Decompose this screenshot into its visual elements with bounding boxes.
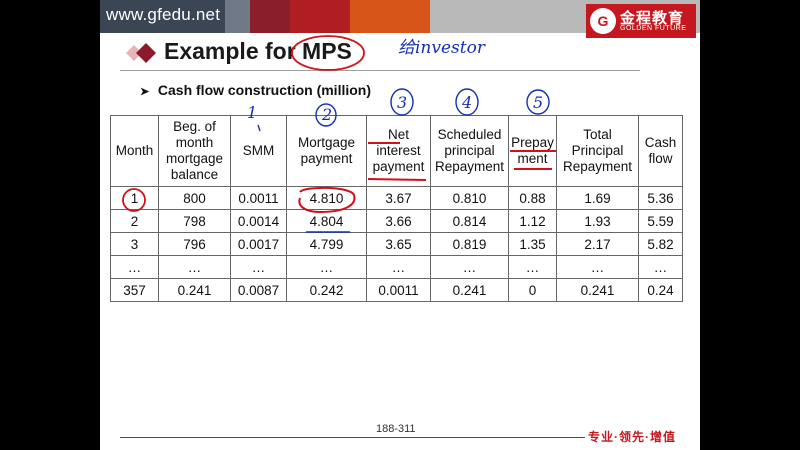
cell: 0.819 bbox=[430, 232, 509, 256]
cell: 0 bbox=[508, 278, 557, 302]
cell: 796 bbox=[158, 232, 231, 256]
subtitle: ➤ Cash flow construction (million) bbox=[140, 82, 371, 98]
cell: 0.0017 bbox=[230, 232, 287, 256]
ink-circle-3 bbox=[390, 88, 414, 116]
arrow-bullet-icon: ➤ bbox=[140, 86, 150, 98]
table-header-row: Month Beg. of month mortgage balance SMM… bbox=[110, 115, 683, 187]
cell: 0.242 bbox=[286, 278, 367, 302]
ink-circle-4 bbox=[455, 88, 479, 116]
ink-number-5: 5 bbox=[533, 93, 543, 112]
cell: … bbox=[508, 255, 557, 279]
cell: 1 bbox=[110, 186, 159, 210]
cell: 4.799 bbox=[286, 232, 367, 256]
cell: … bbox=[158, 255, 231, 279]
page-number: 188-311 bbox=[376, 423, 416, 435]
cell: 0.241 bbox=[556, 278, 639, 302]
cell: 0.810 bbox=[430, 186, 509, 210]
cell: 2 bbox=[110, 209, 159, 233]
col-month: Month bbox=[110, 115, 159, 187]
cell: 798 bbox=[158, 209, 231, 233]
cell: … bbox=[430, 255, 509, 279]
subtitle-text: Cash flow construction (million) bbox=[157, 82, 372, 98]
cell: 1.12 bbox=[508, 209, 557, 233]
cell: 5.36 bbox=[638, 186, 683, 210]
logo-chinese-name: 金程教育 bbox=[620, 10, 685, 27]
cell: … bbox=[230, 255, 287, 279]
title-underline bbox=[120, 70, 640, 71]
company-logo: G 金程教育 GOLDEN FUTURE bbox=[586, 4, 696, 38]
cell: 0.814 bbox=[430, 209, 509, 233]
cell: 800 bbox=[158, 186, 231, 210]
col-mortgage-payment: Mortgage payment bbox=[286, 115, 367, 187]
cell: 0.241 bbox=[430, 278, 509, 302]
cell: 0.241 bbox=[158, 278, 231, 302]
cell: 1.35 bbox=[508, 232, 557, 256]
cell: 3.67 bbox=[366, 186, 431, 210]
col-prepayment: Prepayment bbox=[508, 115, 557, 187]
cell: 0.24 bbox=[638, 278, 683, 302]
cell: 0.0011 bbox=[230, 186, 287, 210]
ink-number-4: 4 bbox=[461, 93, 472, 112]
col-total-principal: Total Principal Repayment bbox=[556, 115, 639, 187]
col-cash-flow: Cash flow bbox=[638, 115, 683, 187]
cell: 0.0087 bbox=[230, 278, 287, 302]
table-row: 1 800 0.0011 4.810 3.67 0.810 0.88 1.69 … bbox=[110, 186, 683, 210]
col-net-interest: Net interest payment bbox=[366, 115, 431, 187]
table-row: 2 798 0.0014 4.804 3.66 0.814 1.12 1.93 … bbox=[110, 209, 683, 233]
cell: … bbox=[110, 255, 159, 279]
cell: … bbox=[286, 255, 367, 279]
cell: 1.93 bbox=[556, 209, 639, 233]
cell: 3.65 bbox=[366, 232, 431, 256]
site-url: www.gfedu.net bbox=[106, 5, 221, 24]
table-row: 3 796 0.0017 4.799 3.65 0.819 1.35 2.17 … bbox=[110, 232, 683, 256]
title-diamond-icon bbox=[126, 43, 156, 63]
cash-flow-table: Month Beg. of month mortgage balance SMM… bbox=[110, 115, 683, 302]
cell: 5.59 bbox=[638, 209, 683, 233]
cell: 357 bbox=[110, 278, 159, 302]
cell: 3 bbox=[110, 232, 159, 256]
cell: 4.810 bbox=[286, 186, 367, 210]
footer-slogan: 专业·领先·增值 bbox=[588, 430, 676, 444]
cell: 5.82 bbox=[638, 232, 683, 256]
ink-circle-5 bbox=[526, 89, 550, 115]
cell: 3.66 bbox=[366, 209, 431, 233]
cell: 4.804 bbox=[286, 209, 367, 233]
ink-note-investor: 给investor bbox=[398, 38, 486, 58]
ink-number-3: 3 bbox=[397, 93, 407, 112]
cell: 0.0014 bbox=[230, 209, 287, 233]
table-row: … … … … … … … … … bbox=[110, 255, 683, 279]
cell: 2.17 bbox=[556, 232, 639, 256]
slide: www.gfedu.net G 金程教育 GOLDEN FUTURE Examp… bbox=[100, 0, 700, 450]
cell: 1.69 bbox=[556, 186, 639, 210]
footer-divider bbox=[120, 437, 585, 438]
col-beg-balance: Beg. of month mortgage balance bbox=[158, 115, 231, 187]
cell: … bbox=[366, 255, 431, 279]
cell: … bbox=[638, 255, 683, 279]
cell: … bbox=[556, 255, 639, 279]
page-title: Example for MPS bbox=[164, 38, 352, 64]
col-smm: SMM bbox=[230, 115, 287, 187]
logo-mark-icon: G bbox=[590, 8, 616, 34]
col-scheduled-principal: Scheduled principal Repayment bbox=[430, 115, 509, 187]
cell: 0.0011 bbox=[366, 278, 431, 302]
table-row: 357 0.241 0.0087 0.242 0.0011 0.241 0 0.… bbox=[110, 278, 683, 302]
cell: 0.88 bbox=[508, 186, 557, 210]
logo-english-name: GOLDEN FUTURE bbox=[620, 25, 687, 32]
